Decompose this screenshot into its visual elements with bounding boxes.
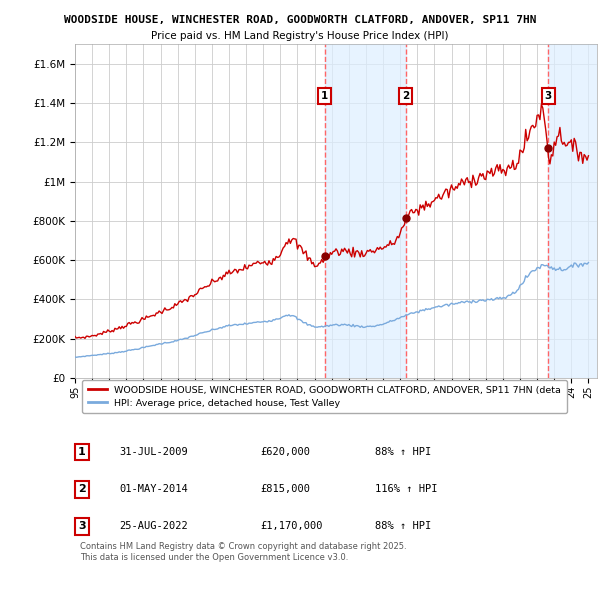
Text: WOODSIDE HOUSE, WINCHESTER ROAD, GOODWORTH CLATFORD, ANDOVER, SP11 7HN: WOODSIDE HOUSE, WINCHESTER ROAD, GOODWOR… — [64, 15, 536, 25]
Text: 88% ↑ HPI: 88% ↑ HPI — [375, 522, 431, 532]
Text: 31-JUL-2009: 31-JUL-2009 — [119, 447, 188, 457]
Text: 88% ↑ HPI: 88% ↑ HPI — [375, 447, 431, 457]
Text: Price paid vs. HM Land Registry's House Price Index (HPI): Price paid vs. HM Land Registry's House … — [151, 31, 449, 41]
Text: 2: 2 — [402, 91, 409, 101]
Text: 1: 1 — [321, 91, 328, 101]
Text: £815,000: £815,000 — [260, 484, 310, 494]
Text: 2: 2 — [78, 484, 86, 494]
Text: £620,000: £620,000 — [260, 447, 310, 457]
Text: 116% ↑ HPI: 116% ↑ HPI — [375, 484, 437, 494]
Bar — [548, 44, 597, 378]
Text: 01-MAY-2014: 01-MAY-2014 — [119, 484, 188, 494]
Legend: WOODSIDE HOUSE, WINCHESTER ROAD, GOODWORTH CLATFORD, ANDOVER, SP11 7HN (deta, HP: WOODSIDE HOUSE, WINCHESTER ROAD, GOODWOR… — [82, 380, 567, 413]
Text: Contains HM Land Registry data © Crown copyright and database right 2025.
This d: Contains HM Land Registry data © Crown c… — [80, 542, 407, 562]
Text: 3: 3 — [545, 91, 552, 101]
Bar — [325, 44, 406, 378]
Text: 25-AUG-2022: 25-AUG-2022 — [119, 522, 188, 532]
Text: 1: 1 — [78, 447, 86, 457]
Text: £1,170,000: £1,170,000 — [260, 522, 323, 532]
Text: 3: 3 — [78, 522, 86, 532]
